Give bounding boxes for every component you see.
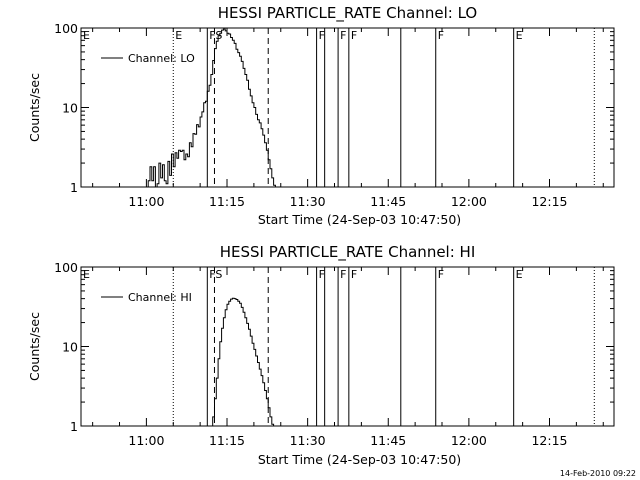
event-flag-label: E	[516, 29, 523, 42]
y-axis-label: Counts/sec	[27, 312, 42, 381]
x-tick-label: 12:00	[451, 194, 487, 209]
x-tick-label: 12:00	[451, 433, 487, 448]
event-flag-label: FS	[209, 268, 222, 281]
x-tick-label: 11:30	[290, 194, 326, 209]
event-flag-label: FS	[209, 29, 222, 42]
x-tick-label: 12:15	[531, 194, 567, 209]
x-tick-label: 11:00	[128, 433, 164, 448]
x-tick-label: 11:15	[209, 194, 245, 209]
event-flag-label: F	[438, 29, 444, 42]
y-tick-label: 1	[70, 180, 78, 195]
legend-label: Channel: LO	[128, 52, 195, 65]
y-tick-label: 100	[54, 260, 78, 275]
event-flag-label: E	[516, 268, 523, 281]
x-axis-label: Start Time (24-Sep-03 10:47:50)	[258, 452, 461, 467]
x-axis-label: Start Time (24-Sep-03 10:47:50)	[258, 212, 461, 227]
event-flag-label: F	[351, 268, 357, 281]
series-line	[212, 297, 275, 426]
y-tick-label: 1	[70, 419, 78, 434]
event-flag-label: F	[319, 29, 325, 42]
legend-label: Channel: HI	[128, 291, 192, 304]
event-flag-label: E	[175, 29, 182, 42]
event-flag-label: F	[319, 268, 325, 281]
panel-lo: HESSI PARTICLE_RATE Channel: LO 1 10 100 11:…	[27, 4, 615, 227]
y-axis-label: Counts/sec	[27, 73, 42, 142]
chart-title: HESSI PARTICLE_RATE Channel: HI	[220, 243, 476, 262]
chart-title: HESSI PARTICLE_RATE Channel: LO	[218, 4, 477, 23]
x-tick-label: 11:00	[128, 194, 164, 209]
x-tick-label: 11:15	[209, 433, 245, 448]
panel-hi: HESSI PARTICLE_RATE Channel: HI 1 10 100 11:…	[27, 243, 615, 467]
x-tick-label: 11:30	[290, 433, 326, 448]
event-flag-label: F	[438, 268, 444, 281]
event-flag-label: F	[340, 29, 346, 42]
x-tick-label: 11:45	[370, 433, 406, 448]
x-tick-label: 11:45	[370, 194, 406, 209]
y-tick-label: 100	[54, 21, 78, 36]
event-flag-label: F	[340, 268, 346, 281]
x-tick-label: 12:15	[531, 433, 567, 448]
plot-timestamp: 14-Feb-2010 09:22	[560, 469, 636, 478]
edge-flag-label: E	[83, 268, 90, 281]
y-tick-label: 10	[62, 340, 78, 355]
event-flag-label: F	[351, 29, 357, 42]
edge-flag-label: E	[83, 29, 90, 42]
series-line	[147, 28, 276, 187]
y-tick-label: 10	[62, 101, 78, 116]
